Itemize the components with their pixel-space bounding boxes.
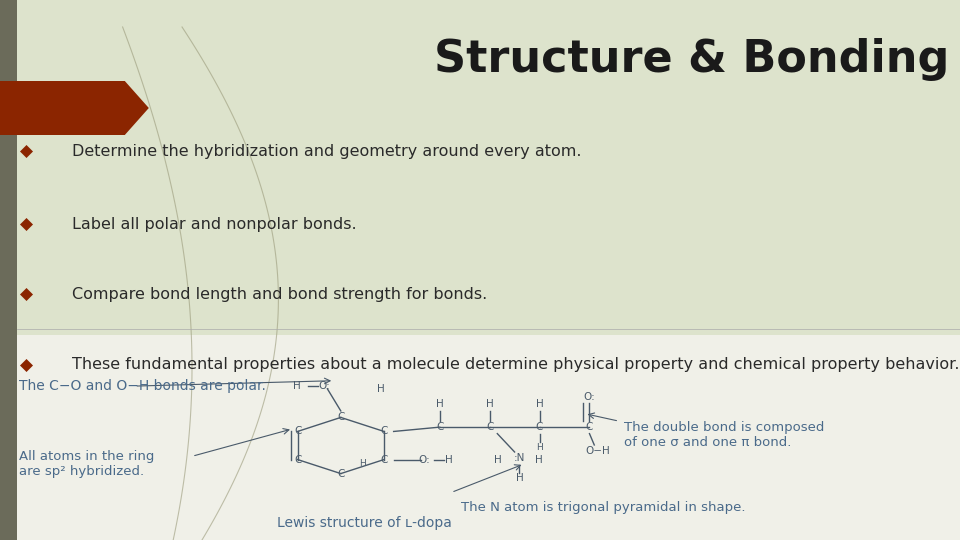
Text: All atoms in the ring
are sp² hybridized.: All atoms in the ring are sp² hybridized… (19, 450, 155, 478)
Text: C: C (486, 422, 493, 432)
Text: C: C (380, 455, 388, 464)
Text: H: H (537, 443, 543, 452)
Text: H: H (536, 400, 543, 409)
Bar (0, 335, 960, 540)
Text: H: H (486, 400, 493, 409)
Text: Label all polar and nonpolar bonds.: Label all polar and nonpolar bonds. (72, 217, 356, 232)
Text: C: C (337, 469, 345, 478)
Text: O:: O: (319, 381, 330, 391)
Bar (0, 0, 960, 335)
Text: H: H (436, 400, 444, 409)
Text: Structure & Bonding: Structure & Bonding (434, 38, 948, 81)
Bar (0, 0, 17, 540)
Text: O−H: O−H (586, 447, 611, 456)
Text: The C−O and O−H bonds are polar.: The C−O and O−H bonds are polar. (19, 379, 266, 393)
Text: These fundamental properties about a molecule determine physical property and ch: These fundamental properties about a mol… (72, 357, 959, 372)
Text: The N atom is trigonal pyramidal in shape.: The N atom is trigonal pyramidal in shap… (461, 501, 745, 514)
Text: C: C (586, 422, 593, 432)
Text: C: C (536, 422, 543, 432)
Text: Compare bond length and bond strength for bonds.: Compare bond length and bond strength fo… (72, 287, 488, 302)
Text: C: C (294, 455, 301, 464)
Text: C: C (436, 422, 444, 432)
Text: Lewis structure of ʟ-dopa: Lewis structure of ʟ-dopa (277, 516, 452, 530)
Text: H: H (516, 473, 523, 483)
Text: H: H (360, 460, 367, 468)
Text: O:: O: (419, 455, 430, 464)
Text: The double bond is composed
of one σ and one π bond.: The double bond is composed of one σ and… (624, 421, 825, 449)
Text: H: H (494, 455, 502, 464)
Text: H: H (293, 381, 300, 391)
Text: C: C (337, 413, 345, 422)
Text: H: H (535, 455, 542, 464)
Text: H: H (377, 384, 385, 394)
Text: C: C (294, 427, 301, 436)
Text: O:: O: (584, 392, 595, 402)
Text: :N: :N (514, 454, 525, 463)
Polygon shape (0, 81, 149, 135)
Text: Determine the hybridization and geometry around every atom.: Determine the hybridization and geometry… (72, 144, 582, 159)
Text: C: C (380, 427, 388, 436)
Text: H: H (445, 455, 453, 464)
